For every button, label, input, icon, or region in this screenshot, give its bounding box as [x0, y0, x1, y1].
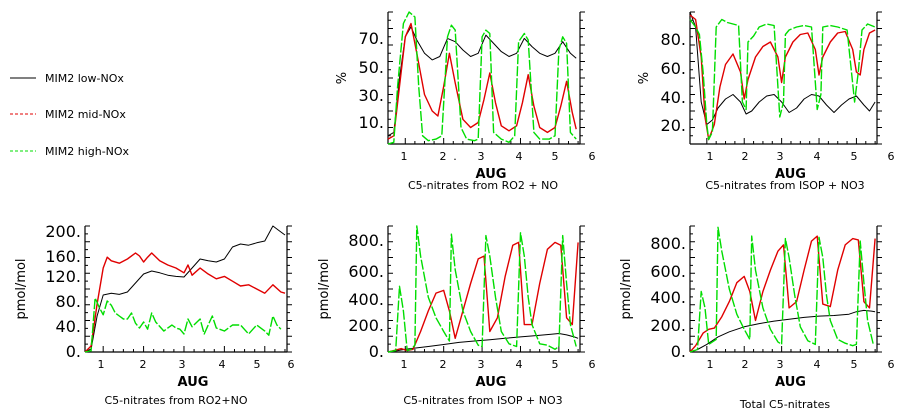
chart-panel: 10. 30. 50. 70. 1 2. 3 4 5 6 AUG% C5-nitrates from …: [335, 11, 596, 192]
y-tick-label: 80.: [661, 30, 686, 49]
series-line-low-nox: [689, 309, 876, 353]
y-tick-label: 0.: [671, 342, 686, 361]
chart-panel: 0. 200. 400. 600. 800. 1 2 3 4 5 6 AUG pmol/mol Total…: [619, 225, 895, 411]
x-tick-label: 4: [516, 358, 523, 371]
y-tick-label: 60.: [661, 59, 686, 78]
y-axis-label: pmol/mol: [619, 258, 634, 319]
x-axis-label: AUG: [476, 375, 507, 390]
x-tick-label: 2: [742, 150, 749, 163]
x-tick-label: .: [453, 150, 457, 163]
y-tick-label: 0.: [66, 342, 81, 361]
x-tick-label: 6: [589, 150, 596, 163]
y-tick-label: 50.: [359, 58, 384, 77]
y-tick-label: 30.: [359, 86, 384, 105]
series-line-high-nox: [689, 18, 876, 141]
x-tick-label: 3: [478, 150, 485, 163]
y-tick-label: 200.: [650, 316, 686, 335]
legend: MIM2 low-NOx MIM2 mid-NOx MIM2 high-NOx: [10, 72, 130, 158]
series-line-high-nox: [387, 225, 577, 353]
x-tick-label: 1: [707, 358, 714, 371]
x-tick-label: 5: [851, 358, 858, 371]
series-line-high-nox: [387, 11, 577, 145]
y-tick-label: 400.: [650, 288, 686, 307]
chart-caption: Total C5-nitrates: [739, 398, 831, 411]
series-line-mid-nox: [689, 235, 876, 353]
y-tick-label: 0.: [369, 342, 384, 361]
series-line-high-nox: [689, 226, 874, 353]
y-tick-label: 600.: [650, 262, 686, 281]
y-tick-label: 70.: [359, 29, 384, 48]
chart-caption: C5-nitrates from ISOP + NO3: [705, 179, 864, 192]
x-tick-label: 4: [814, 150, 821, 163]
x-tick-label: 5: [851, 150, 858, 163]
x-tick-label: 6: [888, 358, 895, 371]
x-tick-label: 6: [589, 358, 596, 371]
x-axis-label: AUG: [178, 375, 209, 390]
y-axis-label: %: [335, 72, 350, 84]
x-tick-label: 1: [401, 150, 408, 163]
x-axis-label: AUG: [775, 167, 806, 182]
x-tick-label: 3: [179, 358, 186, 371]
x-tick-label: 4: [516, 150, 523, 163]
x-axis-label: AUG: [775, 375, 806, 390]
x-tick-label: 6: [288, 358, 295, 371]
chart-panel: 0. 40. 80. 120.160. 200. 1 2 3 4 5 6 AUG pmol/mol C5-…: [14, 222, 295, 407]
series-line-mid-nox: [387, 241, 579, 353]
x-tick-label: 5: [552, 150, 559, 163]
chart-caption: C5-nitrates from RO2+NO: [104, 394, 247, 407]
x-tick-label: 1: [401, 358, 408, 371]
x-tick-label: 6: [888, 150, 895, 163]
chart-panel: 20. 40. 60. 80. 1 2 3 4 5 6 AUG% C5-nitrates from I…: [637, 11, 895, 192]
chart-caption: C5-nitrates from RO2 + NO: [408, 179, 558, 192]
y-tick-label: 200.: [348, 316, 384, 335]
y-tick-label: 600.: [348, 262, 384, 281]
chart-caption: C5-nitrates from ISOP + NO3: [403, 394, 562, 407]
y-tick-label: 40.: [661, 88, 686, 107]
x-tick-label: 2: [140, 358, 147, 371]
y-axis-label: %: [637, 72, 652, 84]
x-tick-label: 1: [98, 358, 105, 371]
x-tick-label: 2: [742, 358, 749, 371]
series-line-mid-nox: [689, 14, 876, 141]
x-tick-label: 3: [777, 358, 784, 371]
series-line-low-nox: [84, 225, 286, 353]
legend-label: MIM2 low-NOx: [45, 72, 124, 85]
x-axis-label: AUG: [476, 167, 507, 182]
x-tick-label: 2: [440, 150, 447, 163]
y-axis-label: pmol/mol: [317, 258, 332, 319]
x-tick-label: 3: [478, 358, 485, 371]
y-tick-label: 80.: [56, 292, 81, 311]
x-tick-label: 5: [254, 358, 261, 371]
legend-label: MIM2 high-NOx: [45, 145, 130, 158]
legend-label: MIM2 mid-NOx: [45, 108, 126, 121]
y-tick-label: 800.: [348, 231, 384, 250]
y-tick-label: 160.: [45, 247, 81, 266]
y-tick-label: 20.: [661, 116, 686, 135]
chart-panel: 0. 200. 400. 600. 800. 1 2 3 4 5 6 AUG pmol/mol C5-ni…: [317, 225, 596, 407]
x-tick-label: 2: [440, 358, 447, 371]
x-tick-label: 4: [814, 358, 821, 371]
y-tick-label: 200.: [45, 222, 81, 241]
x-tick-label: 1: [707, 150, 714, 163]
y-tick-label: 120.: [45, 267, 81, 286]
series-line-high-nox: [84, 297, 282, 353]
x-tick-label: 5: [552, 358, 559, 371]
x-tick-label: 4: [219, 358, 226, 371]
y-axis-label: pmol/mol: [14, 258, 29, 319]
series-line-mid-nox: [84, 252, 286, 353]
y-tick-label: 40.: [56, 317, 81, 336]
y-tick-label: 800.: [650, 234, 686, 253]
y-tick-label: 10.: [359, 113, 384, 132]
x-tick-label: 3: [777, 150, 784, 163]
y-tick-label: 400.: [348, 290, 384, 309]
